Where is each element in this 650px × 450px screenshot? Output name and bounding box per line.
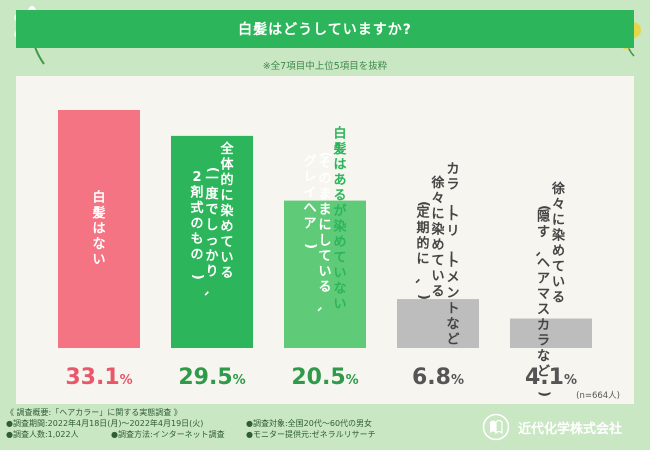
survey-method: ●調査方法:インターネット調査 <box>111 430 225 439</box>
survey-period: ●調査期間:2022年4月18日(月)〜2022年4月19日(火) <box>6 419 204 428</box>
bar-label-column: カラートリートメントなど <box>442 162 459 348</box>
chart-title-band: 白髪はどうしていますか? <box>16 10 634 48</box>
company-name: 近代化学株式会社 <box>518 421 623 437</box>
excerpt-note: ※全7項目中上位5項目を抜粋 <box>262 61 388 72</box>
bar <box>171 135 253 348</box>
chart-panel: 白髪はない 33.1% 全体的に染めている (一度でしっかり、 2 剤式のもの) 29.5%… <box>16 76 634 404</box>
survey-overview: 《 調査概要:「ヘアカラー」に関する実態調査 》 ●調査期間:2022年4月18… <box>6 407 476 449</box>
bar-label-column: 白髪はない <box>91 189 105 267</box>
survey-title: 《 調査概要:「ヘアカラー」に関する実態調査 》 <box>6 408 182 417</box>
value-label: 20.5% <box>291 365 358 390</box>
bar <box>397 299 479 348</box>
bar <box>284 200 366 348</box>
value-label: 33.1% <box>65 365 132 390</box>
bar-group: 全体的に染めている(一度でしっかり、2 剤式のもの) 29.5% <box>171 135 253 390</box>
bar-label-column: (定期的に、) <box>412 201 431 300</box>
sample-size-label: (n=664人) <box>576 391 620 401</box>
survey-count: ●調査人数:1,022人 <box>6 430 79 439</box>
bar-group: 徐々に染めている(隠す、ヘアマスカラなど)4.1% <box>510 181 592 397</box>
bar-group: 白髪はあるが染めていない(そのままにしている、グレイヘア) 20.5% <box>284 126 366 390</box>
survey-target: ●調査対象:全国20代〜60代の男女 <box>246 419 373 428</box>
bar-label-column: グレイヘア) <box>303 154 318 249</box>
bar-label-column: (隠す、ヘアマスカラなど) <box>533 205 552 397</box>
bar-label-column: (一度でしっかり、 <box>201 167 220 304</box>
bar-label-column: 徐々に染めている <box>551 181 566 306</box>
survey-provider: ●モニター提供元:ゼネラルリサーチ <box>246 430 376 439</box>
bar-label-column: 白髪はあるが染めていない <box>332 126 347 313</box>
bar-label-column: 2 剤式のもの) <box>189 170 205 280</box>
bar-label-column: 徐々に染めている <box>430 175 445 300</box>
bar-label-column: 全体的に染めている <box>219 141 234 281</box>
bar-label-column: (そのままにしている、 <box>314 152 333 320</box>
value-label: 6.8% <box>412 365 464 390</box>
company-brand: 近代化学株式会社 <box>482 412 622 442</box>
company-logo-icon <box>482 413 510 441</box>
value-label: 29.5% <box>178 365 245 390</box>
chart-title: 白髪はどうしていますか? <box>238 22 412 38</box>
bar-group: 白髪はない 33.1% <box>58 110 140 390</box>
value-label: 4.1% <box>525 365 577 390</box>
bar <box>58 110 140 348</box>
bar-chart: 白髪はない 33.1% 全体的に染めている(一度でしっかり、2 剤式のもの) 29.5%… <box>58 110 592 397</box>
bar <box>510 318 592 348</box>
